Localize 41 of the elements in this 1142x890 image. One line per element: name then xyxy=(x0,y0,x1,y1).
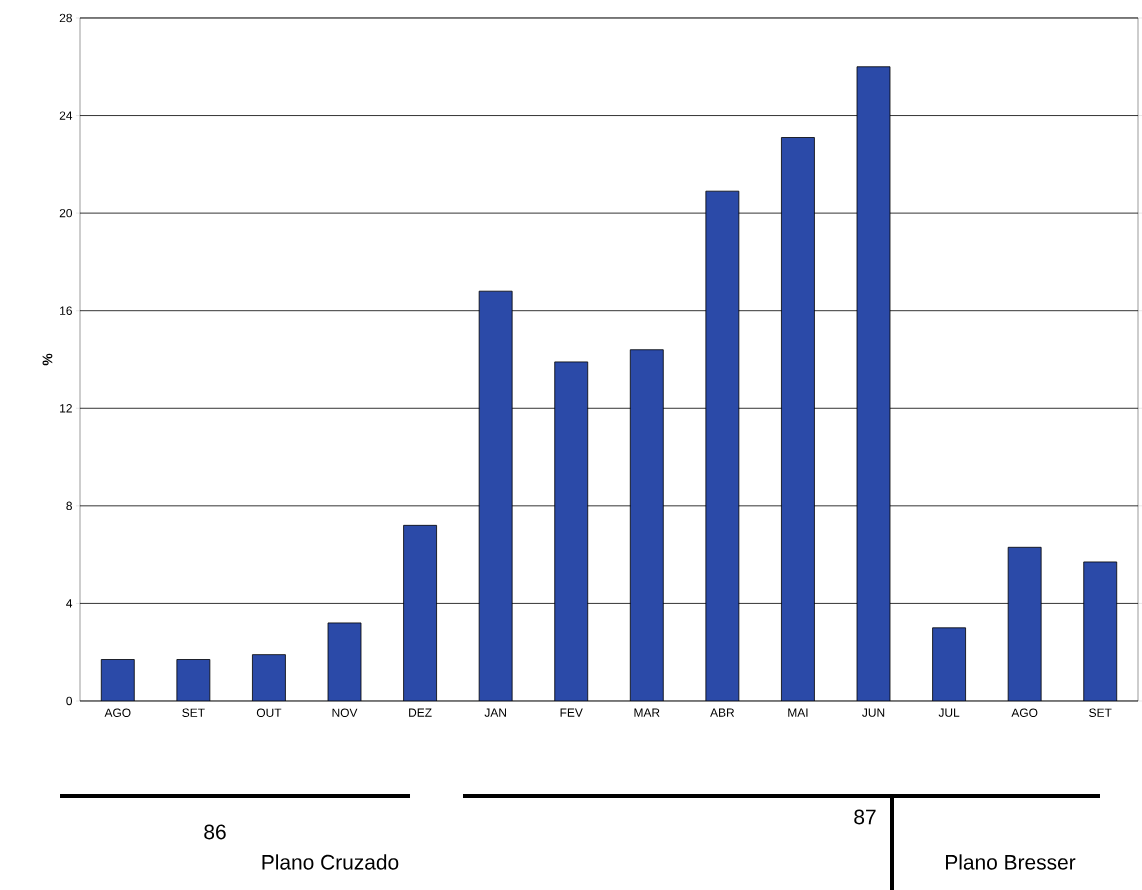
x-tick-label: SET xyxy=(1089,708,1112,717)
bar xyxy=(100,659,135,701)
x-tick-label: ABR xyxy=(710,708,735,717)
bar xyxy=(629,349,664,701)
x-tick-label: JAN xyxy=(484,708,506,717)
bar xyxy=(176,659,211,701)
bar xyxy=(252,654,286,701)
x-tick-label: FEV xyxy=(560,708,583,717)
y-tick-label: 16 xyxy=(60,306,72,315)
text: Plano Bresser xyxy=(946,854,1076,870)
x-tick-label: SET xyxy=(182,708,205,717)
text: Plano Cruzado xyxy=(262,854,399,870)
bar xyxy=(856,66,891,701)
text: 87 xyxy=(854,809,876,825)
bar xyxy=(932,627,966,701)
x-tick-label: JUL xyxy=(938,708,960,717)
y-tick-label: 8 xyxy=(66,501,72,511)
bar xyxy=(403,524,437,701)
text: 86 xyxy=(204,824,226,840)
x-tick-label: NOV xyxy=(332,708,358,717)
bar xyxy=(478,290,513,701)
bar xyxy=(705,190,740,701)
x-tick-label: AGO xyxy=(104,708,131,717)
y-tick-label: 4 xyxy=(66,599,73,608)
y-tick-label: 0 xyxy=(66,696,73,706)
y-tick-label: 28 xyxy=(59,13,72,23)
y-tick-label: 24 xyxy=(59,111,73,120)
x-tick-label: OUT xyxy=(256,708,282,717)
bar xyxy=(781,137,815,701)
y-axis-title: % xyxy=(42,353,53,366)
x-tick-label: DEZ xyxy=(409,708,432,717)
x-tick-label: MAR xyxy=(634,708,660,717)
bar xyxy=(1083,561,1118,701)
y-tick-label: 12 xyxy=(60,404,72,413)
bar xyxy=(1007,546,1042,701)
bar xyxy=(554,361,589,701)
x-tick-label: AGO xyxy=(1011,708,1038,717)
x-tick-label: MAI xyxy=(788,708,808,717)
y-tick-label: 20 xyxy=(59,208,73,218)
x-tick-label: JUN xyxy=(862,708,885,717)
bar xyxy=(327,622,362,701)
